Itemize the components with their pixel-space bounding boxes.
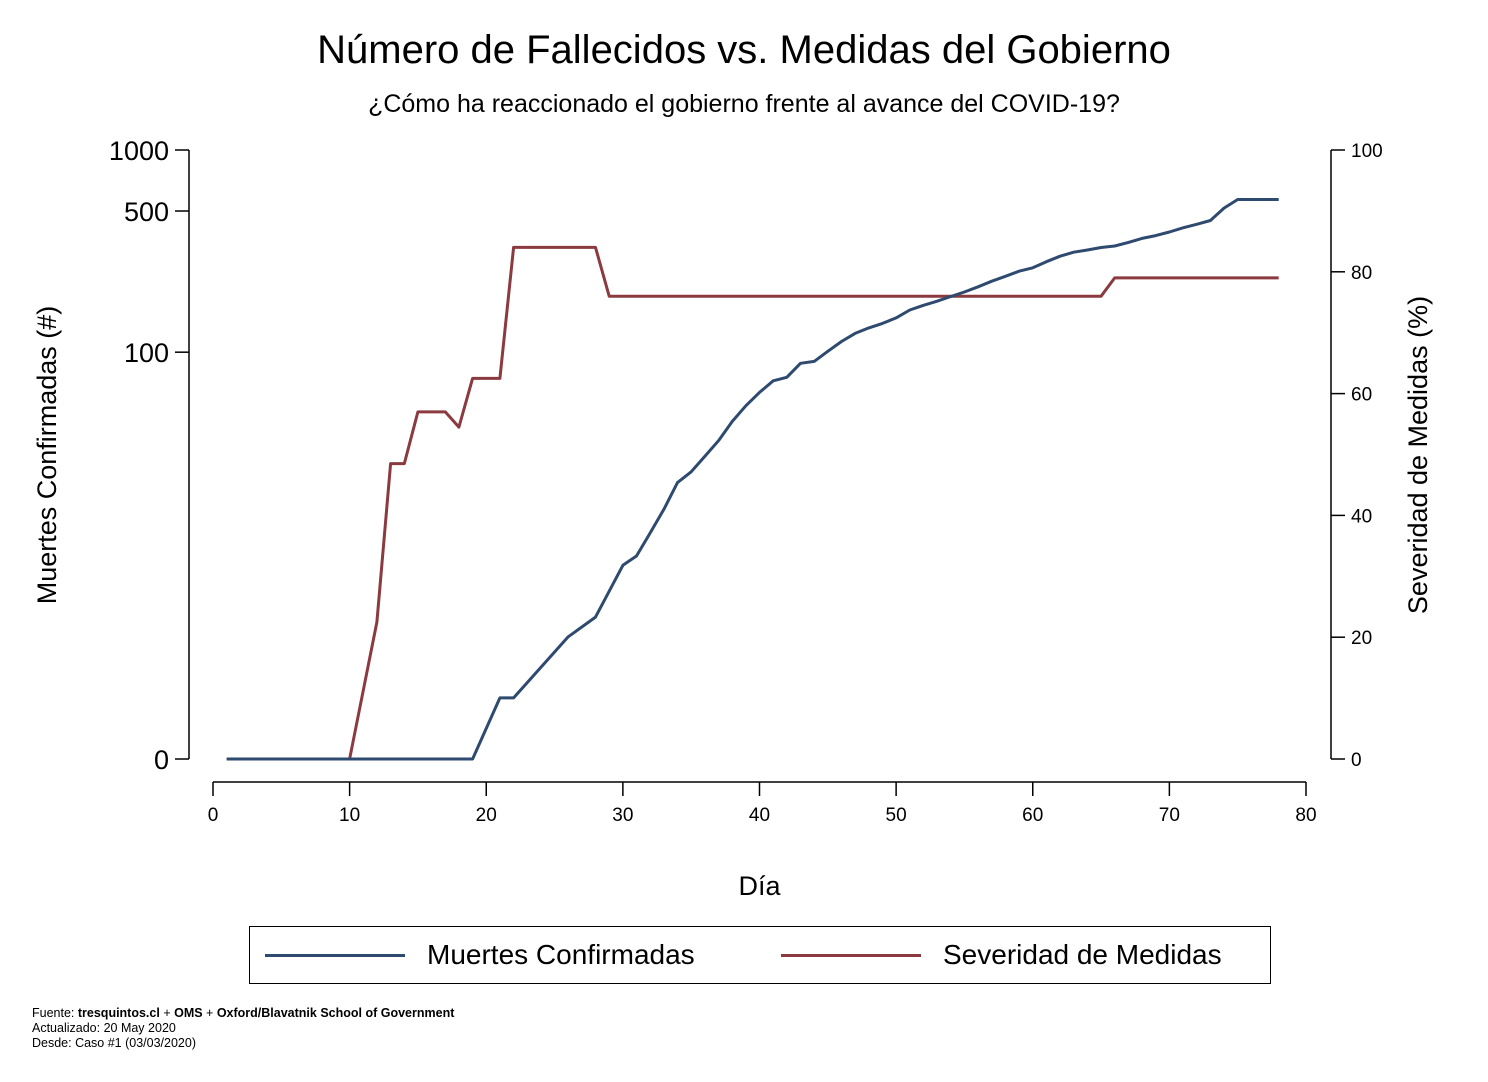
y-axis-left-label: Muertes Confirmadas (#) <box>32 306 62 605</box>
y-right-tick-label: 0 <box>1351 750 1362 771</box>
series-line-severidad-de-medidas <box>226 245 1279 761</box>
footnote-plus-1: + <box>159 1006 175 1020</box>
series-line-muertes-confirmadas <box>226 198 1279 761</box>
y-right-tick-label: 20 <box>1351 628 1372 649</box>
legend-item-deaths: Muertes Confirmadas <box>265 927 695 983</box>
x-tick-label: 80 <box>1295 805 1316 826</box>
chart-legend: Muertes Confirmadas Severidad de Medidas <box>249 926 1271 984</box>
legend-item-severity: Severidad de Medidas <box>781 927 1222 983</box>
y-left-tick-label: 0 <box>154 745 169 775</box>
source-footnote: Fuente: tresquintos.cl + OMS + Oxford/Bl… <box>32 1006 454 1051</box>
footnote-source-1: tresquintos.cl <box>77 1006 160 1020</box>
footnote-source-2: OMS <box>174 1006 203 1020</box>
x-tick-label: 60 <box>1022 805 1043 826</box>
legend-label-deaths: Muertes Confirmadas <box>427 939 695 970</box>
x-tick-label: 50 <box>886 805 907 826</box>
x-tick-label: 70 <box>1159 805 1180 826</box>
legend-label-severity: Severidad de Medidas <box>943 939 1222 970</box>
y-left-tick-label: 1000 <box>109 136 169 166</box>
x-tick-label: 10 <box>339 805 360 826</box>
y-right-tick-label: 40 <box>1351 506 1372 527</box>
y-left-tick-label: 100 <box>124 338 169 368</box>
y-right-tick-label: 80 <box>1351 263 1372 284</box>
x-axis-label: Día <box>738 871 781 901</box>
y-left-tick-label: 500 <box>124 197 169 227</box>
chart-title: Número de Fallecidos vs. Medidas del Gob… <box>317 28 1171 72</box>
legend-swatch-deaths <box>265 953 405 957</box>
y-axis-right-label: Severidad de Medidas (%) <box>1403 296 1433 614</box>
x-tick-label: 0 <box>208 805 219 826</box>
legend-swatch-severity <box>781 953 921 957</box>
x-tick-label: 20 <box>476 805 497 826</box>
x-tick-label: 30 <box>612 805 633 826</box>
footnote-updated: Actualizado: 20 May 2020 <box>32 1021 176 1035</box>
chart-subtitle: ¿Cómo ha reaccionado el gobierno frente … <box>368 90 1120 118</box>
y-right-tick-label: 60 <box>1351 385 1372 406</box>
footnote-source: Fuente: tresquintos.cl + OMS + Oxford/Bl… <box>32 1006 454 1021</box>
x-tick-label: 40 <box>749 805 770 826</box>
footnote-source-label: Fuente: <box>32 1006 78 1020</box>
footnote-source-3: Oxford/Blavatnik School of Government <box>216 1006 455 1020</box>
footnote-plus-2: + <box>202 1006 217 1020</box>
footnote-since: Desde: Caso #1 (03/03/2020) <box>32 1036 196 1050</box>
y-right-tick-label: 100 <box>1351 141 1383 162</box>
